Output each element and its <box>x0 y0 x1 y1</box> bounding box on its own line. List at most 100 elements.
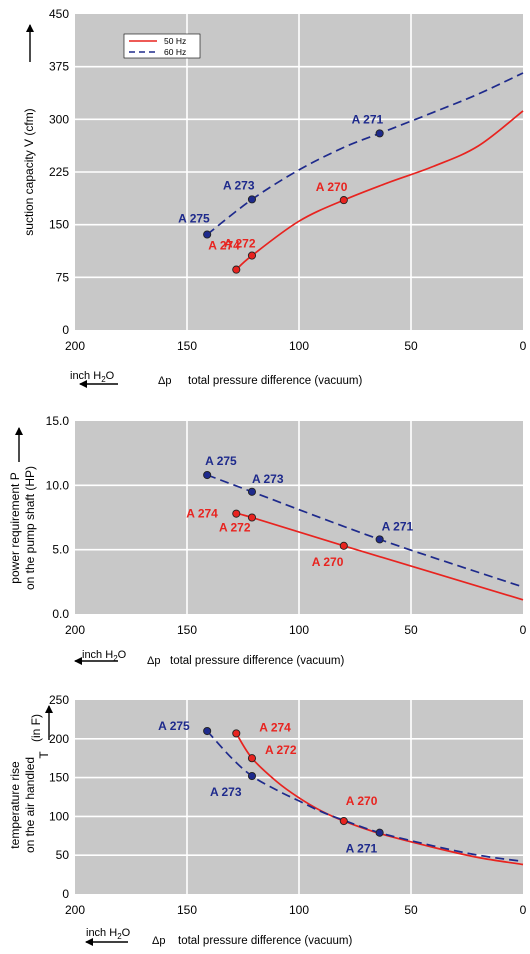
y-tick-label: 150 <box>49 771 69 785</box>
operating-point-label: A 274 <box>259 720 291 734</box>
series-line-50hz <box>236 512 524 601</box>
y-axis-unit: (in F) <box>29 714 43 742</box>
series-line-50hz <box>235 732 524 866</box>
operating-point-marker <box>247 771 257 781</box>
operating-point-label: A 271 <box>346 842 378 856</box>
x-tick-label: 0 <box>520 339 527 353</box>
operating-point-marker <box>232 729 241 738</box>
operating-point-label: A 275 <box>205 454 237 468</box>
y-axis-label-line1: power requirement P <box>8 472 22 583</box>
delta-p-symbol: Δp <box>152 935 165 947</box>
operating-point-label: A 273 <box>223 178 255 192</box>
x-tick-labels: 200 150 100 50 0 <box>65 623 527 637</box>
series-line-60hz <box>206 72 524 236</box>
grid-lines <box>75 421 523 614</box>
x-axis-label: total pressure difference (vacuum) <box>170 655 344 667</box>
legend: 50 Hz 60 Hz <box>123 33 201 59</box>
x-tick-label: 100 <box>289 339 309 353</box>
y-tick-label: 200 <box>49 732 69 746</box>
operating-point-label: A 274 <box>208 239 240 253</box>
y-tick-label: 0.0 <box>52 607 69 621</box>
operating-point-marker <box>247 754 257 763</box>
x-tick-label: 0 <box>520 623 527 637</box>
series-lines <box>206 474 524 601</box>
x-tick-label: 150 <box>177 623 197 637</box>
operating-point-label: A 272 <box>219 521 251 535</box>
series-line-60hz <box>206 730 524 863</box>
x-axis-label: total pressure difference (vacuum) <box>178 935 352 947</box>
unit-label: inch H2O <box>86 927 131 941</box>
x-tick-labels: 200 150 100 50 0 <box>65 339 527 353</box>
y-axis-symbol: T <box>37 751 51 759</box>
y-tick-label: 150 <box>49 218 69 232</box>
operating-point-marker <box>375 535 384 544</box>
operating-point-marker <box>232 265 241 274</box>
x-tick-label: 100 <box>289 903 309 917</box>
x-axis-label: total pressure difference (vacuum) <box>188 375 362 387</box>
operating-point-label: A 275 <box>178 211 210 225</box>
operating-point-label: A 271 <box>352 112 384 126</box>
y-tick-label: 50 <box>56 848 70 862</box>
y-tick-label: 15.0 <box>46 414 70 428</box>
operating-point-marker <box>339 817 348 826</box>
x-tick-label: 200 <box>65 623 85 637</box>
y-tick-label: 250 <box>49 693 69 707</box>
legend-label-60hz: 60 Hz <box>164 47 186 57</box>
x-tick-label: 200 <box>65 339 85 353</box>
operating-points: A 274 A 272 A 270 A 275 A 273 A 271 <box>158 719 384 856</box>
y-axis-label-line2: on the air handled <box>23 757 37 853</box>
operating-point-marker <box>247 513 257 522</box>
operating-point-marker <box>375 828 384 837</box>
x-tick-label: 0 <box>520 903 527 917</box>
y-axis-label-line1: temperature rise <box>8 761 22 849</box>
operating-point-label: A 275 <box>158 719 190 733</box>
y-axis-label: suction capacity V (cfm) <box>22 108 36 235</box>
x-tick-label: 150 <box>177 339 197 353</box>
x-tick-label: 200 <box>65 903 85 917</box>
operating-point-marker <box>203 726 212 736</box>
operating-point-marker <box>203 230 212 239</box>
y-tick-label: 300 <box>49 112 69 126</box>
x-tick-label: 150 <box>177 903 197 917</box>
operating-point-label: A 271 <box>382 519 414 533</box>
x-tick-labels: 200 150 100 50 0 <box>65 903 527 917</box>
operating-point-marker <box>203 470 212 480</box>
y-tick-labels: 0 50 100 150 200 250 <box>49 693 69 901</box>
unit-label: inch H2O <box>82 649 127 663</box>
x-tick-label: 50 <box>404 623 418 637</box>
operating-point-label: A 270 <box>312 555 344 569</box>
operating-point-marker <box>247 487 257 496</box>
x-tick-label: 50 <box>404 339 418 353</box>
y-tick-label: 0 <box>62 887 69 901</box>
operating-point-marker <box>339 541 348 550</box>
y-axis-label-line2: on the pump shaft (HP) <box>23 466 37 590</box>
operating-point-label: A 270 <box>346 794 378 808</box>
x-tick-label: 100 <box>289 623 309 637</box>
operating-point-marker <box>232 509 241 518</box>
y-tick-labels: 0 75 150 225 300 375 450 <box>49 7 69 337</box>
operating-point-label: A 273 <box>210 785 242 799</box>
operating-point-label: A 273 <box>252 472 284 486</box>
operating-point-label: A 272 <box>224 237 256 251</box>
operating-point-label: A 272 <box>265 743 297 757</box>
y-tick-label: 375 <box>49 60 69 74</box>
y-tick-label: 75 <box>56 270 70 284</box>
operating-point-marker <box>375 129 384 138</box>
series-lines <box>206 730 524 866</box>
y-tick-label: 5.0 <box>52 543 69 557</box>
delta-p-symbol: Δp <box>158 375 171 387</box>
y-tick-label: 450 <box>49 7 69 21</box>
operating-point-label: A 274 <box>186 507 218 521</box>
grid-lines <box>75 14 523 330</box>
operating-point-marker <box>247 195 257 204</box>
y-tick-label: 100 <box>49 809 69 823</box>
y-tick-labels: 0.0 5.0 10.0 15.0 <box>46 414 70 621</box>
operating-point-marker <box>247 251 257 260</box>
legend-label-50hz: 50 Hz <box>164 36 186 46</box>
